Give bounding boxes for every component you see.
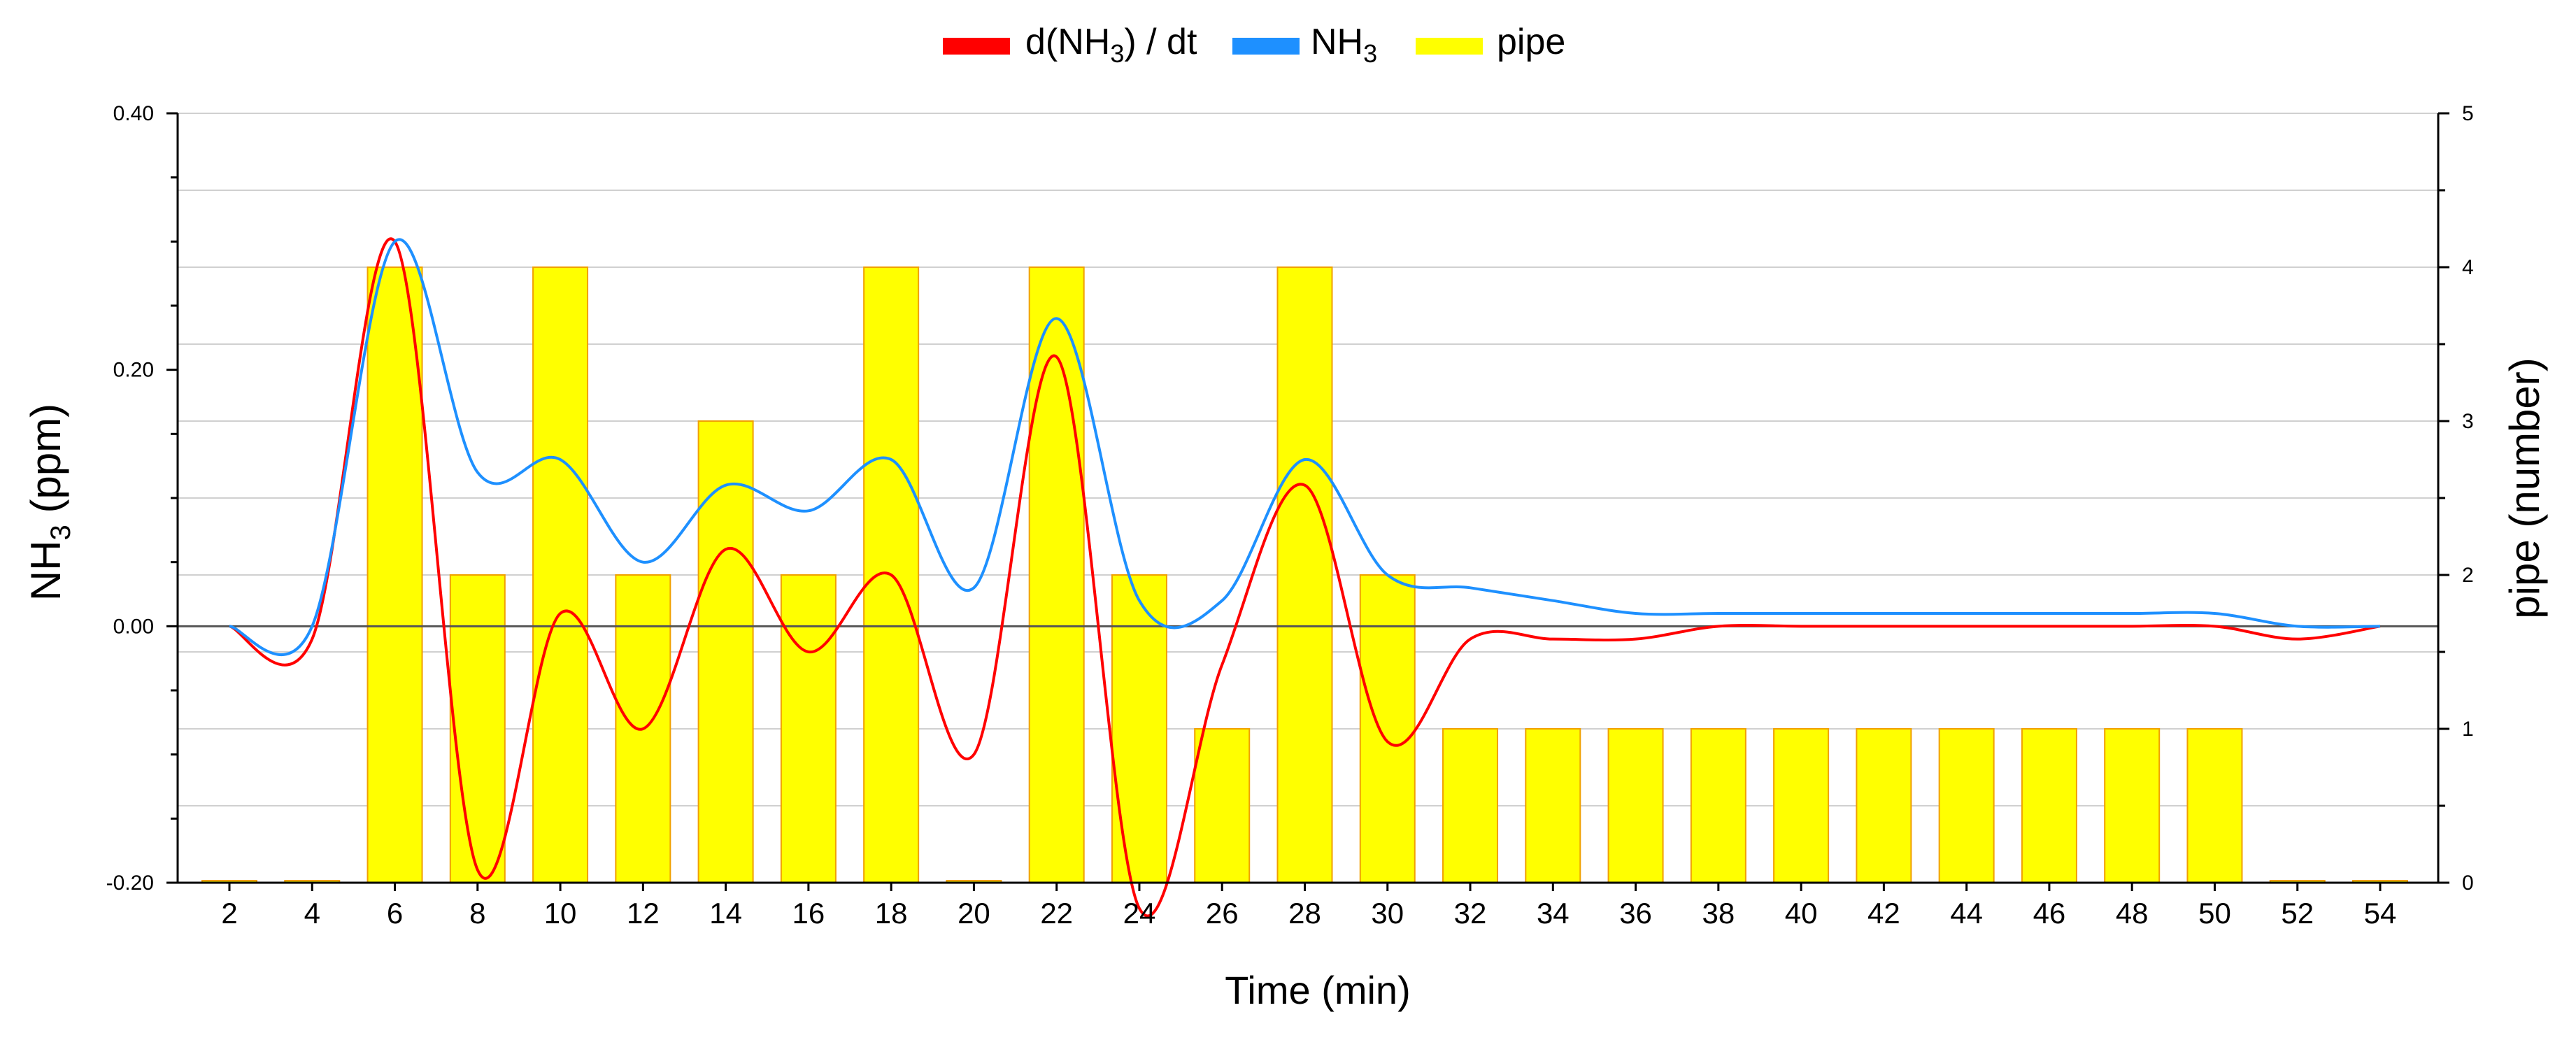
y-left-title-tail: (ppm) xyxy=(22,404,69,525)
x-tick-label: 14 xyxy=(709,897,742,930)
x-tick-label: 50 xyxy=(2198,897,2231,930)
pipe-bar xyxy=(780,574,837,883)
x-tick-label: 28 xyxy=(1288,897,1321,930)
y-left-tick-label: 0.40 xyxy=(113,102,154,125)
pipe-bar xyxy=(1194,728,1251,883)
x-tick-label: 12 xyxy=(627,897,660,930)
x-tick-label: 18 xyxy=(875,897,908,930)
x-tick-label: 30 xyxy=(1371,897,1404,930)
pipe-bar xyxy=(1690,728,1746,883)
x-tick-label: 40 xyxy=(1785,897,1818,930)
legend-label-pipe: pipe xyxy=(1497,22,1565,62)
x-tick-label: 10 xyxy=(544,897,577,930)
x-tick-label: 26 xyxy=(1206,897,1239,930)
y-left-tick-label: -0.20 xyxy=(106,872,154,895)
y-right-tick-label: 2 xyxy=(2462,564,2474,587)
y-right-axis-title: pipe (number) xyxy=(2501,357,2548,619)
pipe-bar xyxy=(1856,728,1912,883)
x-tick-label: 8 xyxy=(469,897,485,930)
x-tick-label: 2 xyxy=(221,897,237,930)
legend-label-dnh3: d(NH3) / dt xyxy=(1025,22,1197,68)
x-tick-label: 44 xyxy=(1950,897,1983,930)
legend-label-main: NH xyxy=(1311,22,1363,62)
x-tick-label: 20 xyxy=(958,897,990,930)
y-right-tick-labels: 0 1 2 3 4 5 xyxy=(2462,102,2474,895)
x-tick-label: 54 xyxy=(2364,897,2397,930)
x-tick-label: 4 xyxy=(304,897,320,930)
nh3-line xyxy=(229,238,2381,656)
x-tick-label: 34 xyxy=(1537,897,1570,930)
dnh3-dt-line xyxy=(229,237,2381,918)
y-right-tick-label: 5 xyxy=(2462,102,2474,125)
pipe-bar xyxy=(1359,574,1416,883)
y-left-title-sub: 3 xyxy=(45,525,76,540)
y-left-tick-label: 0.20 xyxy=(113,359,154,382)
legend-label-main: pipe xyxy=(1497,22,1565,62)
pipe-bar xyxy=(697,420,754,883)
legend-label-tail: ) / dt xyxy=(1124,22,1197,62)
legend-swatch-pipe xyxy=(1416,38,1483,55)
pipe-bar xyxy=(1607,728,1664,883)
x-tick-label: 16 xyxy=(792,897,825,930)
pipe-bar xyxy=(449,574,506,883)
y-right-tick-label: 3 xyxy=(2462,410,2474,433)
x-axis-title: Time (min) xyxy=(1225,968,1410,1012)
legend-label-nh3: NH3 xyxy=(1311,22,1377,68)
pipe-bar xyxy=(2186,728,2243,883)
pipe-bar xyxy=(367,266,423,883)
pipe-bar xyxy=(1442,728,1499,883)
y-left-tick-label: 0.00 xyxy=(113,615,154,638)
x-tick-label: 48 xyxy=(2116,897,2149,930)
x-tick-label: 22 xyxy=(1040,897,1073,930)
y-left-axis-title: NH3 (ppm) xyxy=(22,404,76,601)
y-left-title-main: NH xyxy=(22,540,69,601)
pipe-bar xyxy=(1525,728,1581,883)
x-tick-label: 52 xyxy=(2281,897,2314,930)
x-tick-label: 38 xyxy=(1702,897,1735,930)
pipe-bar xyxy=(532,266,589,883)
legend-label-main: d(NH xyxy=(1025,22,1110,62)
x-tick-label: 6 xyxy=(387,897,403,930)
pipe-bar xyxy=(1773,728,1830,883)
x-tick-label: 46 xyxy=(2033,897,2066,930)
x-tick-label: 24 xyxy=(1123,897,1156,930)
pipe-bar xyxy=(2104,728,2161,883)
pipe-bar xyxy=(1028,266,1085,883)
legend-label-sub: 3 xyxy=(1110,39,1124,68)
y-right-tick-label: 0 xyxy=(2462,872,2474,895)
x-tick-label: 36 xyxy=(1619,897,1652,930)
pipe-bar xyxy=(1938,728,1995,883)
y-right-tick-label: 1 xyxy=(2462,718,2474,741)
legend-swatch-nh3 xyxy=(1232,38,1300,55)
x-tick-labels: 2 4 6 8 10 12 14 16 18 20 22 24 26 28 30 32 34 36 38 40 42 44… xyxy=(221,897,2396,930)
pipe-bar xyxy=(2021,728,2077,883)
axes xyxy=(166,112,2449,891)
series-lines xyxy=(229,237,2381,918)
y-left-tick-labels: -0.20 0.00 0.20 0.40 xyxy=(106,102,154,895)
x-tick-label: 42 xyxy=(1867,897,1900,930)
legend-swatch-dnh3 xyxy=(943,38,1010,55)
pipe-bar xyxy=(1276,266,1333,883)
x-tick-label: 32 xyxy=(1454,897,1487,930)
legend: d(NH3) / dt NH3 pipe xyxy=(943,22,1565,68)
y-right-tick-label: 4 xyxy=(2462,256,2474,279)
legend-label-sub: 3 xyxy=(1363,39,1377,68)
